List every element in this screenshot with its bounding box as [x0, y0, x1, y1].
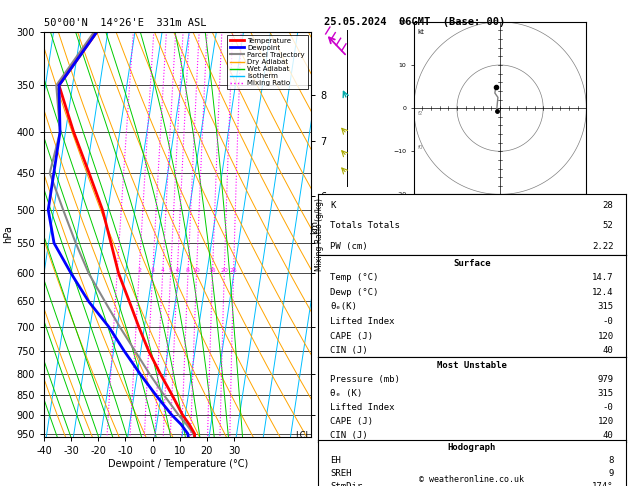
Text: 1: 1: [115, 268, 119, 274]
Text: CAPE (J): CAPE (J): [330, 331, 373, 341]
Text: f0: f0: [418, 145, 423, 150]
Text: Mixing Ratio (g/kg): Mixing Ratio (g/kg): [314, 198, 323, 271]
Text: EH: EH: [330, 456, 341, 465]
Text: CIN (J): CIN (J): [330, 432, 367, 440]
Text: © weatheronline.co.uk: © weatheronline.co.uk: [420, 474, 524, 484]
Y-axis label: hPa: hPa: [4, 226, 14, 243]
Text: PW (cm): PW (cm): [330, 242, 367, 251]
Text: 25.05.2024  06GMT  (Base: 00): 25.05.2024 06GMT (Base: 00): [324, 17, 505, 27]
Text: K: K: [330, 201, 335, 210]
Text: f2: f2: [418, 111, 423, 116]
Text: θₑ(K): θₑ(K): [330, 302, 357, 312]
Text: 14.7: 14.7: [592, 273, 613, 282]
Text: Temp (°C): Temp (°C): [330, 273, 379, 282]
Text: 15: 15: [209, 268, 216, 274]
Text: 120: 120: [598, 417, 613, 426]
Text: 315: 315: [598, 302, 613, 312]
Text: 9: 9: [608, 469, 613, 478]
Text: CAPE (J): CAPE (J): [330, 417, 373, 426]
Text: SREH: SREH: [330, 469, 352, 478]
Text: θₑ (K): θₑ (K): [330, 389, 362, 398]
Text: 50°00'N  14°26'E  331m ASL: 50°00'N 14°26'E 331m ASL: [44, 18, 206, 28]
Text: StmDir: StmDir: [330, 482, 362, 486]
Text: Most Unstable: Most Unstable: [437, 361, 507, 369]
Text: 174°: 174°: [592, 482, 613, 486]
Text: -0: -0: [603, 317, 613, 326]
Text: Surface: Surface: [453, 259, 491, 268]
Text: 979: 979: [598, 375, 613, 383]
Text: 8: 8: [608, 456, 613, 465]
Text: 6: 6: [175, 268, 179, 274]
Text: 2.22: 2.22: [592, 242, 613, 251]
Text: Pressure (mb): Pressure (mb): [330, 375, 400, 383]
Text: LCL: LCL: [296, 431, 311, 440]
Text: 40: 40: [603, 432, 613, 440]
Y-axis label: km
ASL: km ASL: [310, 218, 330, 235]
Text: Lifted Index: Lifted Index: [330, 317, 394, 326]
X-axis label: Dewpoint / Temperature (°C): Dewpoint / Temperature (°C): [108, 459, 248, 469]
Text: CIN (J): CIN (J): [330, 346, 367, 355]
Text: 25: 25: [230, 268, 238, 274]
Legend: Temperature, Dewpoint, Parcel Trajectory, Dry Adiabat, Wet Adiabat, Isotherm, Mi: Temperature, Dewpoint, Parcel Trajectory…: [227, 35, 308, 89]
Text: 8: 8: [186, 268, 190, 274]
Text: 52: 52: [603, 221, 613, 230]
Text: 3: 3: [151, 268, 155, 274]
Text: 40: 40: [603, 346, 613, 355]
Text: Dewp (°C): Dewp (°C): [330, 288, 379, 297]
Text: 12.4: 12.4: [592, 288, 613, 297]
Text: 315: 315: [598, 389, 613, 398]
Text: 10: 10: [192, 268, 201, 274]
Text: 120: 120: [598, 331, 613, 341]
Text: 4: 4: [160, 268, 165, 274]
Text: -0: -0: [603, 403, 613, 412]
Text: Lifted Index: Lifted Index: [330, 403, 394, 412]
Text: 28: 28: [603, 201, 613, 210]
Text: 2: 2: [137, 268, 141, 274]
Text: 20: 20: [220, 268, 228, 274]
Text: kt: kt: [417, 29, 424, 35]
Text: Totals Totals: Totals Totals: [330, 221, 400, 230]
Text: 5: 5: [169, 268, 172, 274]
Text: Hodograph: Hodograph: [448, 443, 496, 451]
